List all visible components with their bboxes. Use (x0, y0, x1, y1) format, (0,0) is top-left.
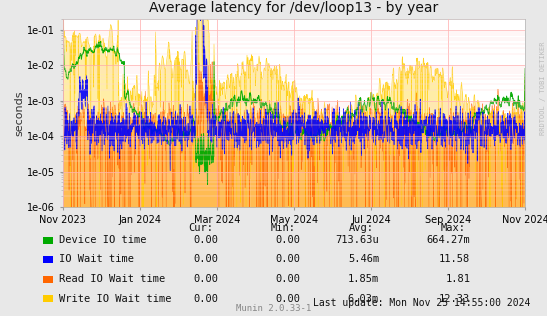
Text: IO Wait time: IO Wait time (59, 254, 134, 264)
Text: 0.00: 0.00 (194, 274, 219, 284)
Text: 664.27m: 664.27m (427, 235, 470, 245)
Text: Read IO Wait time: Read IO Wait time (59, 274, 165, 284)
Text: 11.58: 11.58 (439, 254, 470, 264)
Text: 0.00: 0.00 (276, 294, 301, 304)
Text: 0.00: 0.00 (194, 254, 219, 264)
Text: Last update: Mon Nov 25 14:55:00 2024: Last update: Mon Nov 25 14:55:00 2024 (313, 298, 531, 307)
Y-axis label: seconds: seconds (14, 90, 25, 136)
Text: 6.03m: 6.03m (348, 294, 379, 304)
Text: 0.00: 0.00 (276, 254, 301, 264)
Text: RRDTOOL / TOBI OETIKER: RRDTOOL / TOBI OETIKER (540, 42, 546, 135)
Text: 1.85m: 1.85m (348, 274, 379, 284)
Text: Write IO Wait time: Write IO Wait time (59, 294, 172, 304)
Text: 1.81: 1.81 (445, 274, 470, 284)
Text: 0.00: 0.00 (194, 294, 219, 304)
Text: 0.00: 0.00 (194, 235, 219, 245)
Text: 0.00: 0.00 (276, 274, 301, 284)
Title: Average latency for /dev/loop13 - by year: Average latency for /dev/loop13 - by yea… (149, 1, 439, 15)
Text: 5.46m: 5.46m (348, 254, 379, 264)
Text: 0.00: 0.00 (276, 235, 301, 245)
Text: Avg:: Avg: (349, 223, 374, 233)
Text: Max:: Max: (440, 223, 465, 233)
Text: 713.63u: 713.63u (335, 235, 379, 245)
Text: Munin 2.0.33-1: Munin 2.0.33-1 (236, 305, 311, 313)
Text: Min:: Min: (271, 223, 296, 233)
Text: Device IO time: Device IO time (59, 235, 147, 245)
Text: Cur:: Cur: (189, 223, 214, 233)
Text: 12.33: 12.33 (439, 294, 470, 304)
